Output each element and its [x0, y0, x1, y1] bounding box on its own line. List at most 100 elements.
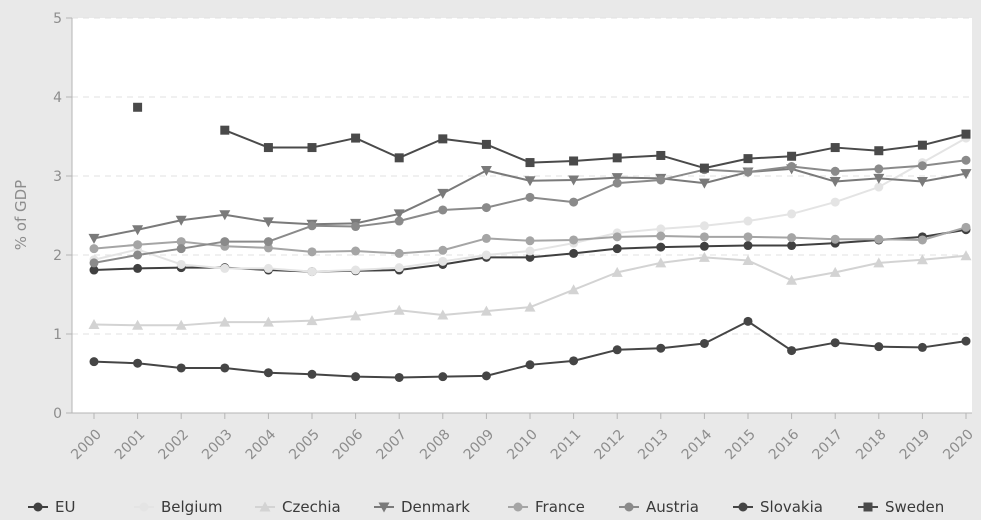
point-eu-2014	[699, 241, 709, 251]
legend-item-austria[interactable]: Austria	[619, 498, 699, 516]
point-eu-2013	[656, 242, 666, 252]
x-tick-label-2000: 2000	[68, 427, 105, 464]
series-slovakia	[89, 316, 971, 382]
point-denmark-2008	[437, 188, 449, 199]
point-belgium-2002	[176, 259, 186, 269]
x-tick-label-2009: 2009	[461, 427, 498, 464]
legend-item-slovakia[interactable]: Slovakia	[733, 498, 823, 516]
point-slovakia-2013	[656, 343, 666, 353]
point-czechia-2007	[393, 304, 405, 315]
legend-label-austria: Austria	[646, 498, 699, 516]
series-group	[88, 102, 972, 382]
point-czechia-2002	[175, 319, 187, 330]
point-sweden-2017	[830, 143, 840, 153]
point-france-2001	[133, 240, 143, 250]
point-sweden-2007	[394, 153, 404, 163]
point-eu-2001	[133, 263, 143, 273]
point-eu-2011	[569, 248, 579, 258]
point-france-2002	[176, 237, 186, 247]
point-sweden-2014	[699, 163, 709, 173]
legend-marker-denmark	[378, 502, 390, 513]
point-sweden-2008	[438, 134, 448, 144]
point-slovakia-2015	[743, 316, 753, 326]
point-belgium-2015	[743, 216, 753, 226]
point-austria-2012	[612, 178, 622, 188]
point-france-2019	[917, 235, 927, 245]
point-slovakia-2020	[961, 336, 971, 346]
point-czechia-2016	[786, 274, 798, 285]
point-denmark-2009	[480, 165, 492, 176]
point-eu-2000	[89, 265, 99, 275]
x-tick-label-2005: 2005	[286, 427, 323, 464]
point-france-2004	[263, 243, 273, 253]
legend-item-belgium[interactable]: Belgium	[134, 498, 223, 516]
point-sweden-2001	[133, 102, 143, 112]
point-sweden-2011	[569, 156, 579, 166]
point-denmark-2002	[175, 215, 187, 226]
x-tick-label-2010: 2010	[504, 427, 541, 464]
y-tick-label-5: 5	[53, 11, 62, 27]
point-czechia-2004	[262, 316, 274, 327]
point-czechia-2020	[960, 250, 972, 261]
x-tick-label-2004: 2004	[243, 426, 280, 463]
point-austria-2018	[874, 164, 884, 174]
point-slovakia-2010	[525, 360, 535, 370]
point-austria-2005	[307, 221, 317, 231]
point-france-2000	[89, 244, 99, 254]
point-slovakia-2005	[307, 369, 317, 379]
point-slovakia-2000	[89, 357, 99, 367]
legend-item-sweden[interactable]: Sweden	[858, 498, 944, 516]
x-tick-label-2006: 2006	[330, 426, 367, 463]
point-belgium-2006	[351, 265, 361, 275]
point-france-2008	[438, 245, 448, 255]
legend-marker-france	[513, 502, 523, 512]
point-austria-2007	[394, 216, 404, 226]
point-sweden-2003	[220, 125, 230, 135]
point-czechia-2017	[829, 266, 841, 277]
series-sweden	[133, 102, 971, 173]
point-denmark-2012	[611, 173, 623, 184]
point-slovakia-2009	[481, 371, 491, 381]
legend-item-denmark[interactable]: Denmark	[374, 498, 470, 516]
point-slovakia-2003	[220, 363, 230, 373]
point-belgium-2005	[307, 267, 317, 277]
point-sweden-2018	[874, 146, 884, 156]
point-czechia-2006	[350, 310, 362, 321]
point-czechia-2018	[873, 257, 885, 268]
legend-label-czechia: Czechia	[282, 498, 341, 516]
legend-item-france[interactable]: France	[508, 498, 585, 516]
legend-item-eu[interactable]: EU	[28, 498, 75, 516]
point-france-2014	[699, 232, 709, 242]
legend-label-belgium: Belgium	[161, 498, 223, 516]
legend-marker-czechia	[259, 501, 271, 512]
y-tick-label-3: 3	[53, 169, 62, 185]
point-czechia-2001	[132, 319, 144, 330]
legend-item-czechia[interactable]: Czechia	[255, 498, 341, 516]
point-austria-2013	[656, 175, 666, 185]
point-france-2010	[525, 236, 535, 246]
point-denmark-2019	[916, 177, 928, 188]
point-france-2012	[612, 232, 622, 242]
legend: EU Belgium Czechia Denmark France Austria Slov…	[28, 498, 944, 516]
point-eu-2012	[612, 244, 622, 254]
point-belgium-2016	[787, 209, 797, 219]
legend-marker-eu	[33, 502, 43, 512]
point-austria-2015	[743, 167, 753, 177]
point-sweden-2012	[612, 153, 622, 163]
point-czechia-2010	[524, 301, 536, 312]
point-denmark-2007	[393, 209, 405, 220]
point-denmark-2003	[219, 210, 231, 221]
x-tick-label-2018: 2018	[853, 427, 890, 464]
legend-label-france: France	[535, 498, 585, 516]
point-sweden-2013	[656, 150, 666, 160]
point-czechia-2012	[611, 266, 623, 277]
y-axis-ticks: 0 1 2 3 4 5	[53, 11, 72, 422]
series-line-sweden-1	[224, 129, 967, 170]
point-austria-2004	[263, 237, 273, 247]
point-denmark-2010	[524, 176, 536, 187]
point-slovakia-2008	[438, 372, 448, 382]
point-belgium-2017	[830, 197, 840, 207]
point-czechia-2019	[916, 254, 928, 265]
point-austria-2002	[176, 244, 186, 254]
point-belgium-2004	[263, 263, 273, 273]
